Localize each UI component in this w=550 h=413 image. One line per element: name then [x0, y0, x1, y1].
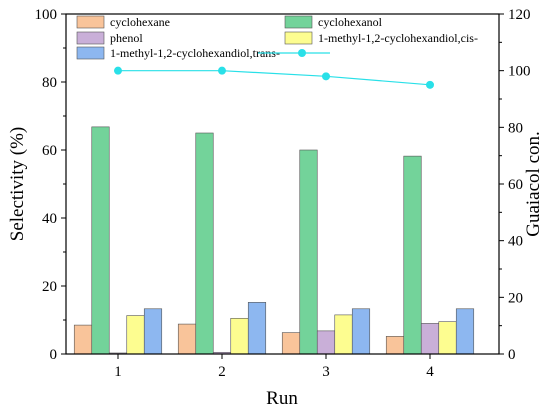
bar-series4-run1 [126, 315, 145, 355]
y2-tick-label-60: 60 [508, 177, 523, 193]
y-tick-label-80: 80 [42, 75, 57, 91]
y2-tick-label-0: 0 [508, 347, 516, 363]
legend-swatch-series5 [76, 46, 105, 60]
bar-series2-run1 [91, 126, 110, 355]
legend-swatch-series4 [284, 31, 313, 45]
bar-series4-run3 [334, 314, 353, 355]
x-tick-label-2: 2 [218, 364, 226, 380]
bar-series2-run3 [299, 149, 318, 355]
y2-tick-label-20: 20 [508, 290, 523, 306]
bar-series4-run2 [230, 317, 249, 355]
x-axis: 1 2 3 4 [114, 354, 434, 380]
y2-tick-label-120: 120 [508, 7, 531, 23]
legend-line-marker [298, 49, 306, 57]
bar-series3-run3 [316, 330, 336, 355]
bar-series1-run4 [385, 336, 405, 355]
conversion-point-run4 [426, 80, 434, 89]
legend-swatch-series2 [284, 15, 313, 29]
plot-frame [65, 13, 500, 355]
y2-tick-label-100: 100 [508, 64, 531, 80]
legend-label-series4: 1-methyl-1,2-cyclohexandiol,cis- [318, 31, 478, 45]
legend-label-series2: cyclohexanol [318, 15, 383, 29]
legend-swatch-series3 [76, 31, 105, 45]
bar-series5-run2 [247, 302, 267, 355]
y-tick-label-100: 100 [35, 7, 58, 23]
y2-tick-label-40: 40 [508, 234, 523, 250]
bars-layer [73, 126, 475, 355]
conversion-point-run1 [114, 66, 122, 75]
y2-tick-label-80: 80 [508, 120, 523, 136]
legend-label-series5: 1-methyl-1,2-cyclohexandiol,trans- [110, 46, 280, 60]
bar-series1-run3 [281, 332, 301, 355]
conversion-line [118, 70, 431, 86]
bar-series4-run4 [438, 321, 457, 355]
y-axis-title: Selectivity (%) [7, 127, 28, 242]
y2-axis-title: Guaiacol con. [523, 131, 544, 237]
left-axis: 0 20 40 60 80 100 [35, 7, 66, 363]
x-tick-label-4: 4 [426, 364, 434, 380]
right-axis: 0 20 40 60 80 100 120 [499, 7, 531, 363]
bar-series3-run4 [420, 323, 440, 355]
bar-series1-run1 [73, 324, 93, 355]
legend-label-series1: cyclohexane [110, 15, 170, 29]
bar-series2-run2 [195, 132, 214, 355]
x-tick-label-1: 1 [114, 364, 122, 380]
y-tick-label-40: 40 [42, 211, 57, 227]
bar-series5-run1 [143, 308, 163, 355]
y-tick-label-20: 20 [42, 279, 57, 295]
legend-label-series3: phenol [110, 31, 143, 45]
y-tick-label-60: 60 [42, 143, 57, 159]
conversion-line-layer [114, 66, 434, 89]
bar-series2-run4 [403, 155, 422, 355]
x-tick-label-3: 3 [322, 364, 330, 380]
bar-series5-run3 [351, 308, 371, 355]
legend-swatch-series1 [76, 15, 105, 29]
bar-series5-run4 [455, 308, 475, 355]
conversion-point-run3 [322, 72, 330, 81]
bar-series1-run2 [177, 323, 197, 355]
x-axis-title: Run [266, 388, 298, 409]
conversion-point-run2 [218, 66, 226, 75]
y-tick-label-0: 0 [50, 347, 58, 363]
